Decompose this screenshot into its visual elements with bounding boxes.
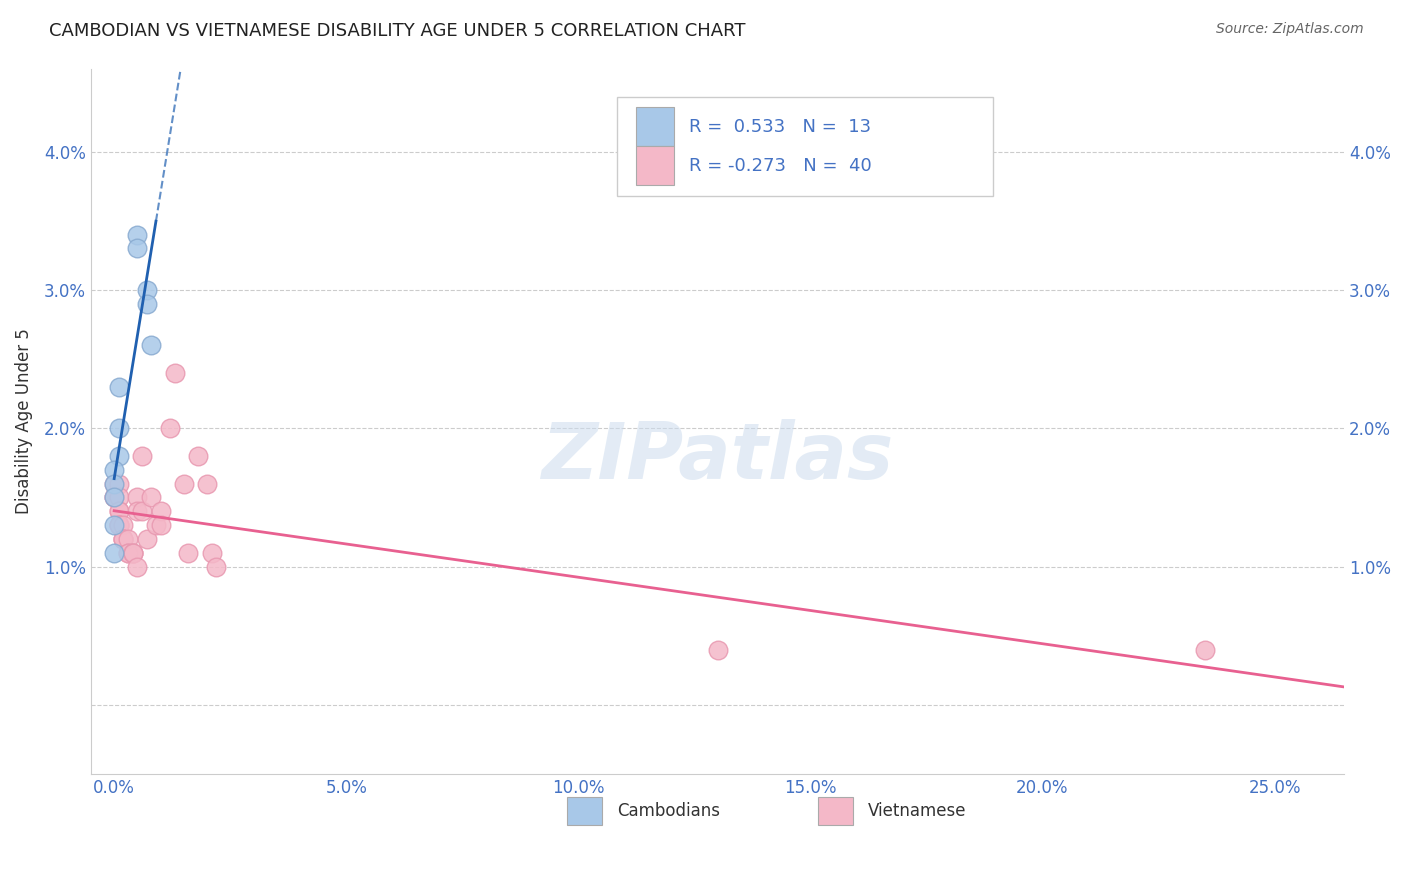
- Point: [187, 449, 209, 463]
- Point: [121, 546, 143, 560]
- Point: [108, 504, 131, 518]
- Text: R = -0.273   N =  40: R = -0.273 N = 40: [689, 156, 872, 175]
- Point: [127, 559, 149, 574]
- Point: [103, 463, 125, 477]
- Point: [145, 518, 167, 533]
- Point: [108, 504, 131, 518]
- FancyBboxPatch shape: [567, 797, 602, 825]
- Point: [201, 546, 224, 560]
- Point: [108, 380, 131, 394]
- Point: [103, 476, 125, 491]
- Point: [117, 546, 139, 560]
- Text: Cambodians: Cambodians: [617, 802, 720, 820]
- Point: [103, 546, 125, 560]
- Point: [108, 491, 131, 505]
- Point: [127, 491, 149, 505]
- Point: [108, 518, 131, 533]
- FancyBboxPatch shape: [636, 146, 673, 185]
- Point: [103, 476, 125, 491]
- Point: [1194, 642, 1216, 657]
- Point: [103, 491, 125, 505]
- FancyBboxPatch shape: [617, 96, 993, 195]
- Text: Vietnamese: Vietnamese: [868, 802, 966, 820]
- Text: CAMBODIAN VS VIETNAMESE DISABILITY AGE UNDER 5 CORRELATION CHART: CAMBODIAN VS VIETNAMESE DISABILITY AGE U…: [49, 22, 745, 40]
- Point: [117, 546, 139, 560]
- Point: [173, 476, 195, 491]
- FancyBboxPatch shape: [636, 107, 673, 146]
- Point: [108, 449, 131, 463]
- Point: [112, 532, 135, 546]
- Text: R =  0.533   N =  13: R = 0.533 N = 13: [689, 118, 870, 136]
- Point: [103, 518, 125, 533]
- Point: [135, 532, 157, 546]
- Point: [127, 227, 149, 242]
- Point: [108, 476, 131, 491]
- Point: [112, 518, 135, 533]
- Text: Source: ZipAtlas.com: Source: ZipAtlas.com: [1216, 22, 1364, 37]
- Point: [135, 283, 157, 297]
- Point: [177, 546, 200, 560]
- Point: [117, 532, 139, 546]
- Point: [112, 532, 135, 546]
- Point: [127, 504, 149, 518]
- Point: [195, 476, 218, 491]
- Point: [131, 449, 153, 463]
- Point: [121, 546, 143, 560]
- Point: [205, 559, 228, 574]
- Point: [706, 642, 728, 657]
- Point: [141, 338, 163, 352]
- Text: ZIPatlas: ZIPatlas: [541, 418, 894, 494]
- Point: [131, 504, 153, 518]
- Point: [141, 491, 163, 505]
- Point: [112, 532, 135, 546]
- Point: [121, 546, 143, 560]
- Y-axis label: Disability Age Under 5: Disability Age Under 5: [15, 328, 32, 514]
- Point: [149, 504, 172, 518]
- Point: [135, 296, 157, 310]
- Point: [127, 241, 149, 255]
- Point: [108, 518, 131, 533]
- FancyBboxPatch shape: [818, 797, 853, 825]
- Point: [149, 518, 172, 533]
- Point: [108, 518, 131, 533]
- Point: [103, 491, 125, 505]
- Point: [163, 366, 186, 380]
- Point: [103, 491, 125, 505]
- Point: [108, 421, 131, 435]
- Point: [159, 421, 181, 435]
